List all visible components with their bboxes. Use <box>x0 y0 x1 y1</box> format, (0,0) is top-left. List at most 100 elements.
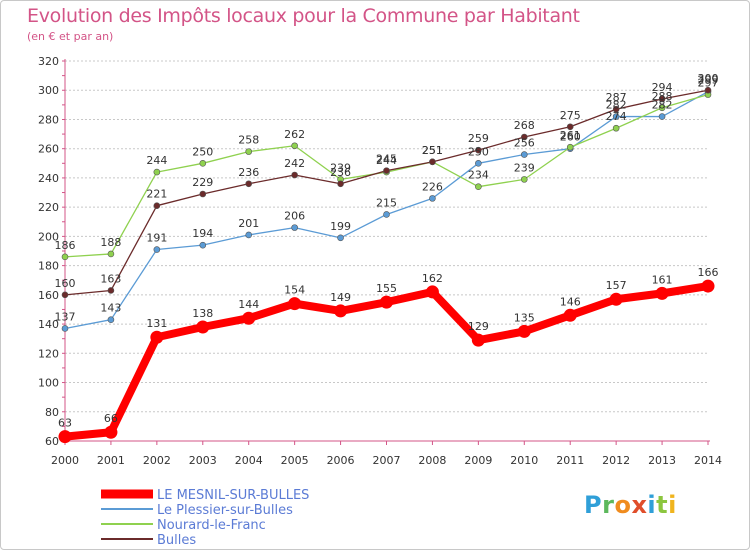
data-point <box>383 167 390 174</box>
data-label: 199 <box>330 220 351 233</box>
logo-letter: i <box>647 491 657 519</box>
y-tick-label: 60 <box>45 435 59 448</box>
data-label: 259 <box>468 132 489 145</box>
data-point <box>612 113 620 120</box>
x-tick-label: 2007 <box>373 454 401 467</box>
data-label: 194 <box>192 227 213 240</box>
data-point <box>199 241 207 249</box>
data-label: 258 <box>238 134 259 147</box>
data-label: 256 <box>514 137 535 150</box>
data-label: 239 <box>330 161 351 174</box>
logo-letter: r <box>602 491 615 519</box>
data-point <box>429 195 436 202</box>
data-label: 206 <box>284 210 305 223</box>
logo-letter: P <box>584 491 603 519</box>
x-tick-label: 2003 <box>189 454 217 467</box>
data-label: 138 <box>192 307 213 320</box>
data-point <box>199 190 207 198</box>
logo-letter: i <box>668 491 677 519</box>
data-label: 162 <box>422 272 443 285</box>
data-label: 299 <box>698 74 719 87</box>
y-tick-label: 200 <box>38 230 59 243</box>
data-point <box>107 287 115 294</box>
data-point <box>199 160 207 167</box>
data-point <box>612 124 620 132</box>
data-point <box>471 333 485 347</box>
data-label: 274 <box>606 110 627 123</box>
data-point <box>107 316 115 323</box>
data-label: 282 <box>606 99 627 112</box>
y-tick-label: 220 <box>38 201 59 214</box>
y-tick-label: 320 <box>38 55 59 68</box>
data-point <box>245 180 253 188</box>
data-label: 244 <box>376 154 397 167</box>
data-label: 261 <box>560 129 581 142</box>
data-label: 250 <box>192 145 213 158</box>
data-point <box>288 297 302 311</box>
data-label: 163 <box>100 272 121 285</box>
data-label: 129 <box>468 320 489 333</box>
data-point <box>609 292 623 306</box>
x-tick-label: 2001 <box>97 454 125 467</box>
data-label: 287 <box>606 91 627 104</box>
y-tick-label: 100 <box>38 377 59 390</box>
logo-letter: t <box>656 491 669 519</box>
data-label: 300 <box>698 72 719 85</box>
data-label: 146 <box>560 295 581 308</box>
data-point <box>429 158 436 166</box>
data-point <box>383 211 390 218</box>
data-point <box>658 113 666 120</box>
data-label: 201 <box>238 217 259 230</box>
logo-letter: x <box>631 491 648 519</box>
data-point <box>153 202 161 209</box>
data-label: 250 <box>468 145 489 158</box>
chart-title: Evolution des Impôts locaux pour la Comm… <box>27 5 580 27</box>
data-point <box>153 168 161 176</box>
y-tick-label: 140 <box>38 318 59 331</box>
proxiti-logo: Proxiti <box>584 491 677 519</box>
data-label: 251 <box>422 144 443 157</box>
x-tick-label: 2013 <box>648 454 676 467</box>
data-label: 154 <box>284 284 305 297</box>
x-tick-label: 2005 <box>281 454 309 467</box>
data-point <box>520 151 528 158</box>
data-label: 131 <box>146 317 167 330</box>
y-tick-label: 120 <box>38 347 59 360</box>
data-label: 260 <box>560 131 581 144</box>
data-point <box>61 253 69 261</box>
data-label: 221 <box>146 188 167 201</box>
data-point <box>658 95 666 103</box>
x-tick-label: 2012 <box>602 454 630 467</box>
legend-label: Bulles <box>157 533 196 548</box>
data-point <box>337 234 344 242</box>
legend-label: LE MESNIL-SUR-BULLES <box>157 488 309 503</box>
data-point <box>520 176 528 183</box>
data-point <box>658 104 666 112</box>
data-point <box>245 231 253 239</box>
y-tick-label: 180 <box>38 260 59 273</box>
data-label: 236 <box>330 166 351 179</box>
data-point <box>563 308 577 322</box>
data-point <box>704 86 712 94</box>
y-tick-label: 160 <box>38 289 59 302</box>
data-label: 191 <box>146 232 167 245</box>
x-tick-label: 2014 <box>694 454 722 467</box>
x-tick-label: 2008 <box>418 454 446 467</box>
data-label: 161 <box>652 273 673 286</box>
data-point <box>291 142 298 150</box>
data-label: 282 <box>652 99 673 112</box>
x-tick-label: 2002 <box>143 454 171 467</box>
data-point <box>517 324 531 338</box>
data-label: 239 <box>514 161 535 174</box>
data-point <box>337 180 344 188</box>
data-point <box>150 330 164 344</box>
data-label: 234 <box>468 169 489 182</box>
data-point <box>520 133 528 141</box>
data-label: 262 <box>284 128 305 141</box>
y-tick-label: 260 <box>38 143 59 156</box>
data-label: 160 <box>55 277 76 290</box>
data-label: 188 <box>100 236 121 249</box>
data-point <box>701 279 715 293</box>
